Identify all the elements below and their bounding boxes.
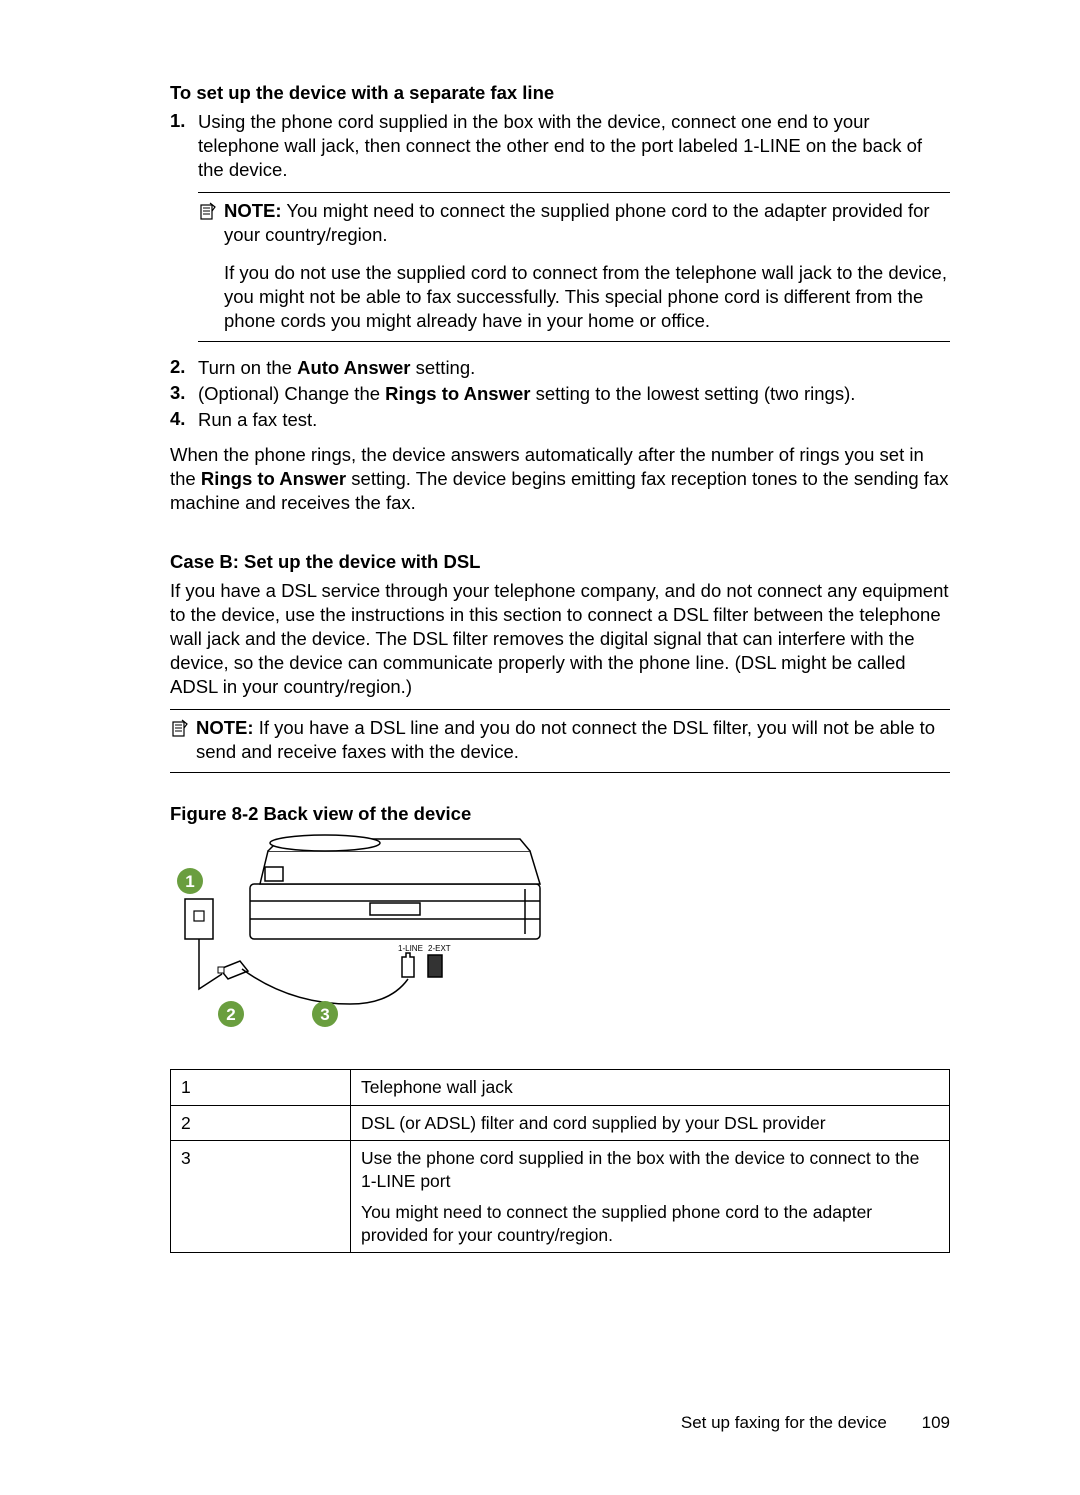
text-bold: Auto Answer: [297, 357, 410, 378]
legend-table: 1 Telephone wall jack 2 DSL (or ADSL) fi…: [170, 1069, 950, 1254]
list-number: 3.: [170, 382, 198, 406]
port-label-1: 1-LINE: [398, 944, 423, 953]
note-label: NOTE:: [224, 200, 282, 221]
list-number: 2.: [170, 356, 198, 380]
text-span: Turn on the: [198, 357, 297, 378]
note-block: NOTE: You might need to connect the supp…: [198, 192, 950, 342]
table-row: 1 Telephone wall jack: [171, 1069, 950, 1105]
text-span: setting.: [410, 357, 475, 378]
note-label: NOTE:: [196, 717, 254, 738]
cell-num: 2: [171, 1105, 351, 1141]
port-label-2: 2-EXT: [428, 944, 451, 953]
table-row: 3 Use the phone cord supplied in the box…: [171, 1141, 950, 1253]
section-heading: To set up the device with a separate fax…: [170, 82, 950, 104]
text-bold: Rings to Answer: [385, 383, 530, 404]
list-text: Using the phone cord supplied in the box…: [198, 110, 950, 182]
cell-text-p2: You might need to connect the supplied p…: [361, 1201, 939, 1247]
list-number: 1.: [170, 110, 198, 182]
page-footer: Set up faxing for the device 109: [681, 1413, 950, 1433]
figure-diagram: 1-LINE 2-EXT 1 2: [170, 829, 565, 1029]
note-body: If you have a DSL line and you do not co…: [196, 717, 935, 762]
cell-text: DSL (or ADSL) filter and cord supplied b…: [351, 1105, 950, 1141]
callout-1: 1: [185, 872, 194, 891]
cell-num: 3: [171, 1141, 351, 1253]
callout-2: 2: [226, 1005, 235, 1024]
note-text: NOTE: You might need to connect the supp…: [224, 199, 950, 247]
cell-text-p1: Use the phone cord supplied in the box w…: [361, 1147, 939, 1193]
cell-text: Use the phone cord supplied in the box w…: [351, 1141, 950, 1253]
text-bold: Rings to Answer: [201, 468, 346, 489]
cell-num: 1: [171, 1069, 351, 1105]
list-text: (Optional) Change the Rings to Answer se…: [198, 382, 855, 406]
note-block: NOTE: If you have a DSL line and you do …: [170, 709, 950, 773]
note-body: You might need to connect the supplied p…: [224, 200, 930, 245]
list-item: 4. Run a fax test.: [170, 408, 950, 432]
list-item: 3. (Optional) Change the Rings to Answer…: [170, 382, 950, 406]
paragraph: When the phone rings, the device answers…: [170, 443, 950, 515]
page-number: 109: [922, 1413, 950, 1432]
text-span: (Optional) Change the: [198, 383, 385, 404]
note-body-cont: If you do not use the supplied cord to c…: [224, 261, 950, 333]
list-text: Turn on the Auto Answer setting.: [198, 356, 475, 380]
figure-caption: Figure 8-2 Back view of the device: [170, 803, 950, 825]
paragraph: If you have a DSL service through your t…: [170, 579, 950, 699]
list-item: 2. Turn on the Auto Answer setting.: [170, 356, 950, 380]
callout-3: 3: [320, 1005, 329, 1024]
text-span: setting to the lowest setting (two rings…: [530, 383, 855, 404]
table-row: 2 DSL (or ADSL) filter and cord supplied…: [171, 1105, 950, 1141]
note-text: NOTE: If you have a DSL line and you do …: [196, 716, 950, 764]
footer-text: Set up faxing for the device: [681, 1413, 887, 1432]
list-item: 1. Using the phone cord supplied in the …: [170, 110, 950, 182]
list-text: Run a fax test.: [198, 408, 317, 432]
note-icon: [170, 716, 196, 743]
list-number: 4.: [170, 408, 198, 432]
cell-text: Telephone wall jack: [351, 1069, 950, 1105]
case-heading: Case B: Set up the device with DSL: [170, 551, 950, 573]
note-icon: [198, 199, 224, 226]
